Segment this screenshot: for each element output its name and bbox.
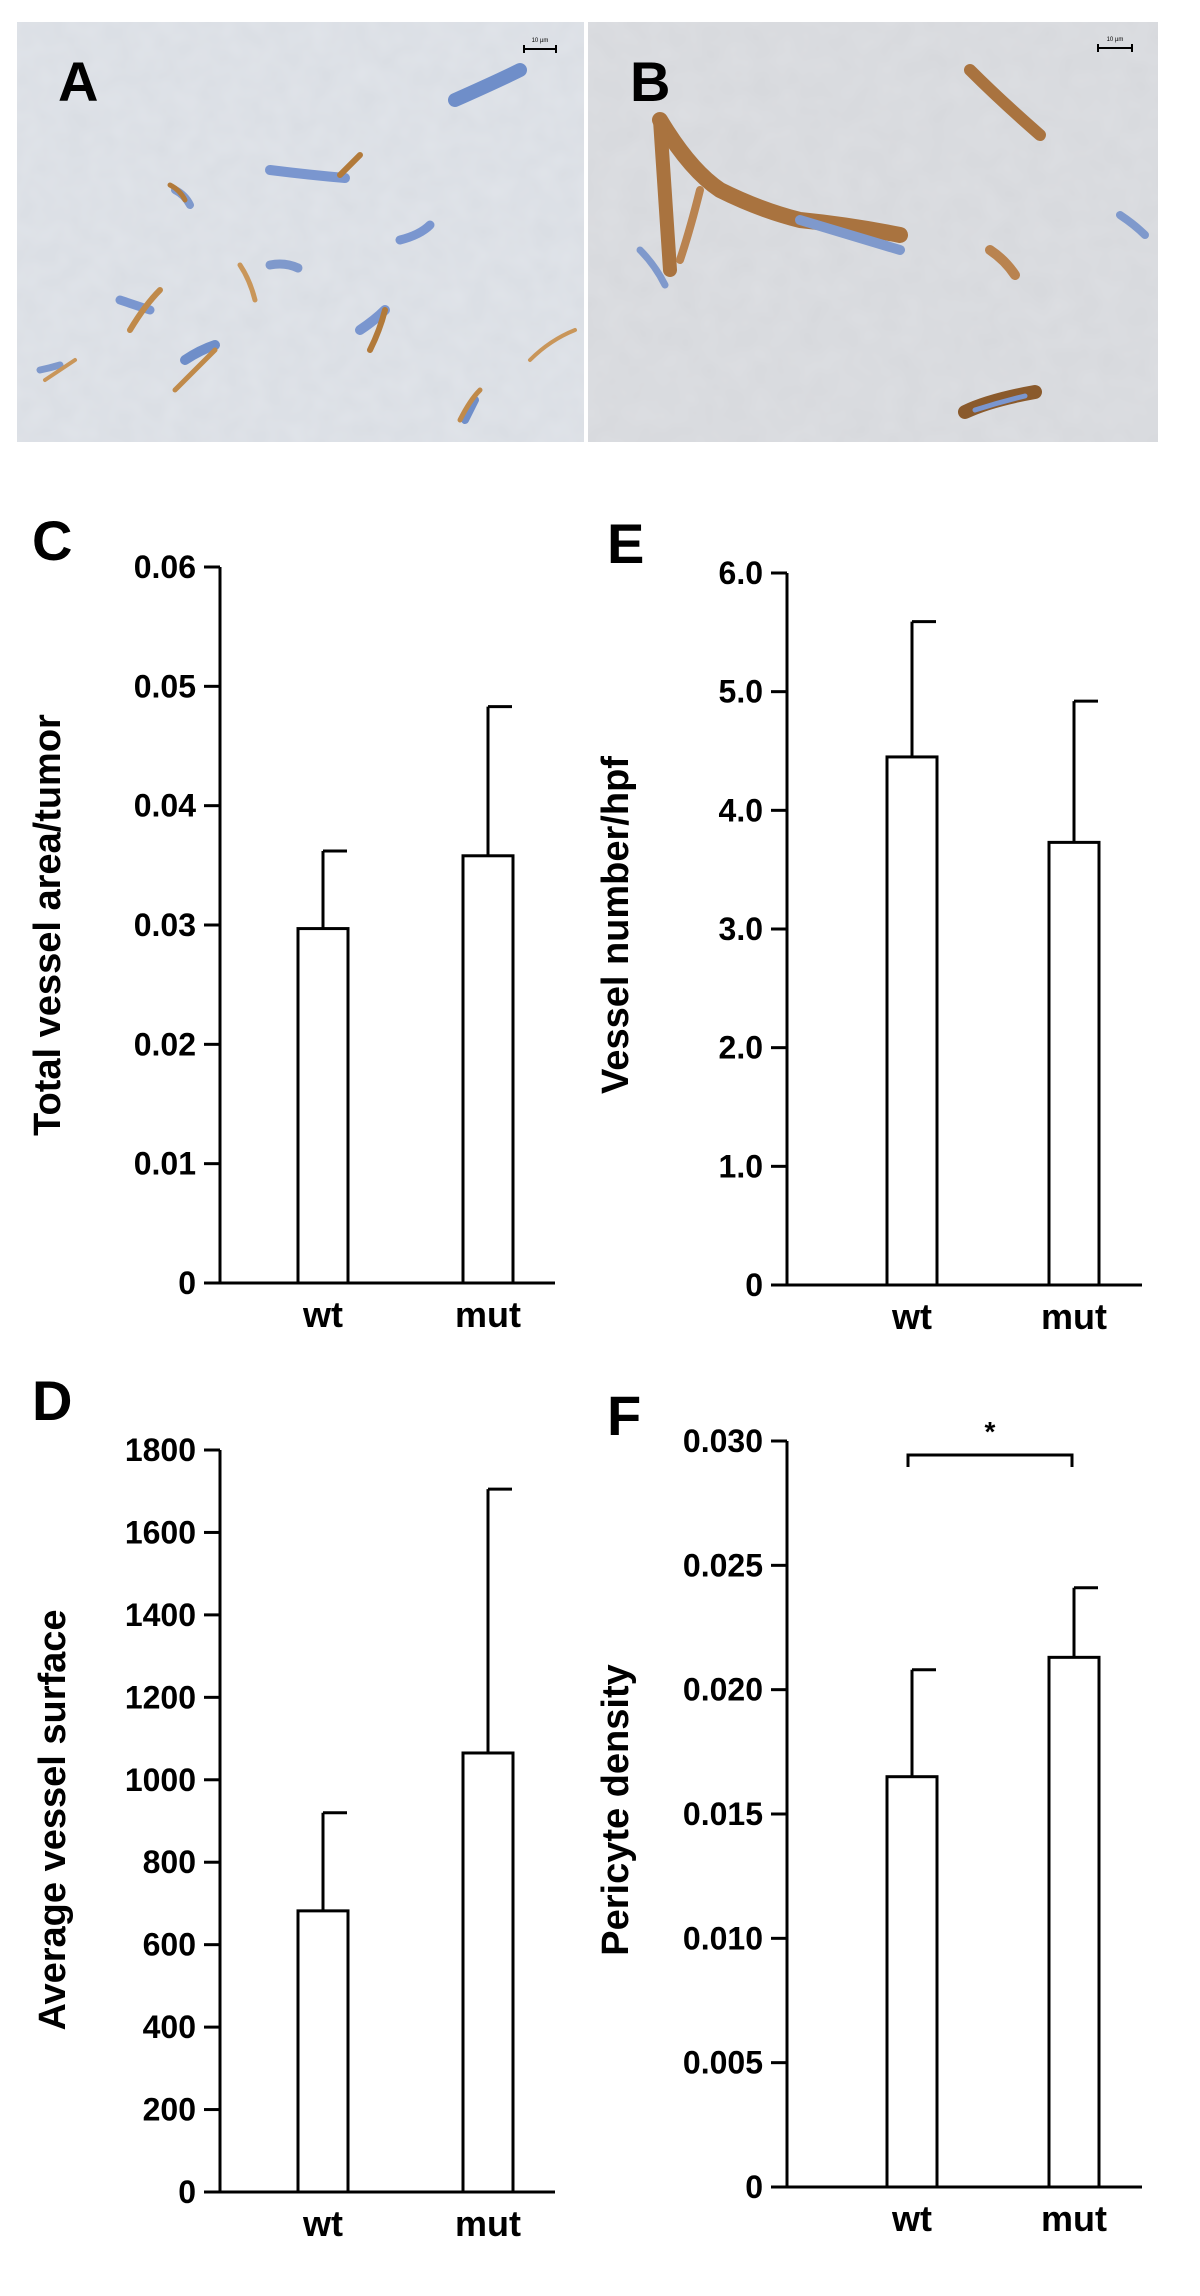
panel-letter-a: A [58, 50, 98, 113]
y-tick-label-c: 0.05 [134, 668, 196, 704]
y-tick-label-f: 0.010 [683, 1920, 763, 1956]
y-axis-title-e: Vessel number/hpf [595, 756, 637, 1094]
bar-chart-f: F Pericyte density 0 0.005 0.010 0.015 0.020 0.… [595, 1384, 1142, 2239]
stained-vessels-b [636, 64, 1149, 419]
y-tick-label-d: 1400 [125, 1597, 196, 1633]
y-tick-label-c: 0.02 [134, 1026, 196, 1062]
micrograph-b: 10 µm B [588, 22, 1158, 442]
bar-e-mut [1047, 840, 1101, 1287]
y-axis-title-f: Pericyte density [595, 1664, 637, 1955]
y-tick-label-d: 600 [143, 1927, 196, 1963]
y-tick-label-e: 3.0 [719, 911, 763, 947]
y-tick-label-d: 1200 [125, 1679, 196, 1715]
stained-vessels-a [36, 63, 577, 424]
y-tick-label-d: 1800 [125, 1432, 196, 1468]
y-tick-label-e: 5.0 [719, 674, 763, 710]
x-category-label-d: wt [302, 2203, 343, 2244]
y-tick-label-d: 200 [143, 2092, 196, 2128]
y-tick-label-c: 0.03 [134, 907, 196, 943]
y-tick-label-e: 4.0 [719, 792, 763, 828]
bar-chart-c: C Total vessel area/tumor 0 0.01 0.02 0.03 0.0… [27, 509, 555, 1335]
scale-bar-label-b: 10 µm [1107, 37, 1124, 43]
y-tick-label-d: 400 [143, 2009, 196, 2045]
y-tick-label-c: 0.06 [134, 549, 196, 585]
y-tick-label-f: 0.030 [683, 1423, 763, 1459]
significance-bracket-f [906, 1453, 1074, 1467]
panel-letter-b: B [630, 50, 670, 113]
y-tick-label-f: 0.020 [683, 1672, 763, 1708]
bar-f-wt [885, 1775, 939, 2189]
bar-f-mut [1047, 1655, 1101, 2189]
bar-c-wt [296, 927, 350, 1285]
panel-letter-d: D [32, 1369, 72, 1432]
y-tick-label-c: 0.01 [134, 1146, 196, 1182]
y-tick-label-d: 800 [143, 1844, 196, 1880]
y-axis-title-d: Average vessel surface [32, 1609, 74, 2030]
x-category-label-c: wt [302, 1294, 343, 1335]
y-tick-label-c: 0 [178, 1265, 196, 1301]
scale-bar-a: 10 µm [523, 38, 557, 53]
panel-letter-e: E [607, 512, 644, 575]
significance-marker-f: * [985, 1416, 996, 1447]
scale-bar-b: 10 µm [1097, 37, 1133, 52]
y-tick-label-f: 0.005 [683, 2045, 763, 2081]
bar-c-mut [461, 854, 515, 1285]
y-tick-label-e: 0 [745, 1267, 763, 1303]
y-tick-label-f: 0.025 [683, 1547, 763, 1583]
bar-chart-e: E Vessel number/hpf 0 1.0 2.0 3.0 4.0 5.0 6.0 wt m… [595, 512, 1142, 1337]
bar-d-mut [461, 1751, 515, 2194]
y-tick-label-f: 0.015 [683, 1796, 763, 1832]
scale-bar-label-a: 10 µm [532, 38, 549, 44]
x-category-label-e: mut [1041, 1296, 1107, 1337]
x-category-label-d: mut [455, 2203, 521, 2244]
panel-letter-f: F [607, 1384, 641, 1447]
y-tick-label-f: 0 [745, 2169, 763, 2205]
y-tick-label-e: 1.0 [719, 1148, 763, 1184]
y-tick-label-e: 6.0 [719, 555, 763, 591]
micrograph-a: 10 µm A [17, 22, 584, 442]
bar-d-wt [296, 1909, 350, 2194]
y-tick-label-d: 1600 [125, 1514, 196, 1550]
bar-chart-d: D Average vessel surface 0 200 400 600 800 1000… [32, 1369, 555, 2244]
y-tick-label-c: 0.04 [134, 788, 196, 824]
x-category-label-e: wt [891, 1296, 932, 1337]
y-axis-title-c: Total vessel area/tumor [27, 714, 69, 1136]
y-tick-label-e: 2.0 [719, 1030, 763, 1066]
panel-letter-c: C [32, 509, 72, 572]
x-category-label-c: mut [455, 1294, 521, 1335]
x-category-label-f: wt [891, 2198, 932, 2239]
bar-e-wt [885, 755, 939, 1287]
x-category-label-f: mut [1041, 2198, 1107, 2239]
y-tick-label-d: 0 [178, 2174, 196, 2210]
y-tick-label-d: 1000 [125, 1762, 196, 1798]
